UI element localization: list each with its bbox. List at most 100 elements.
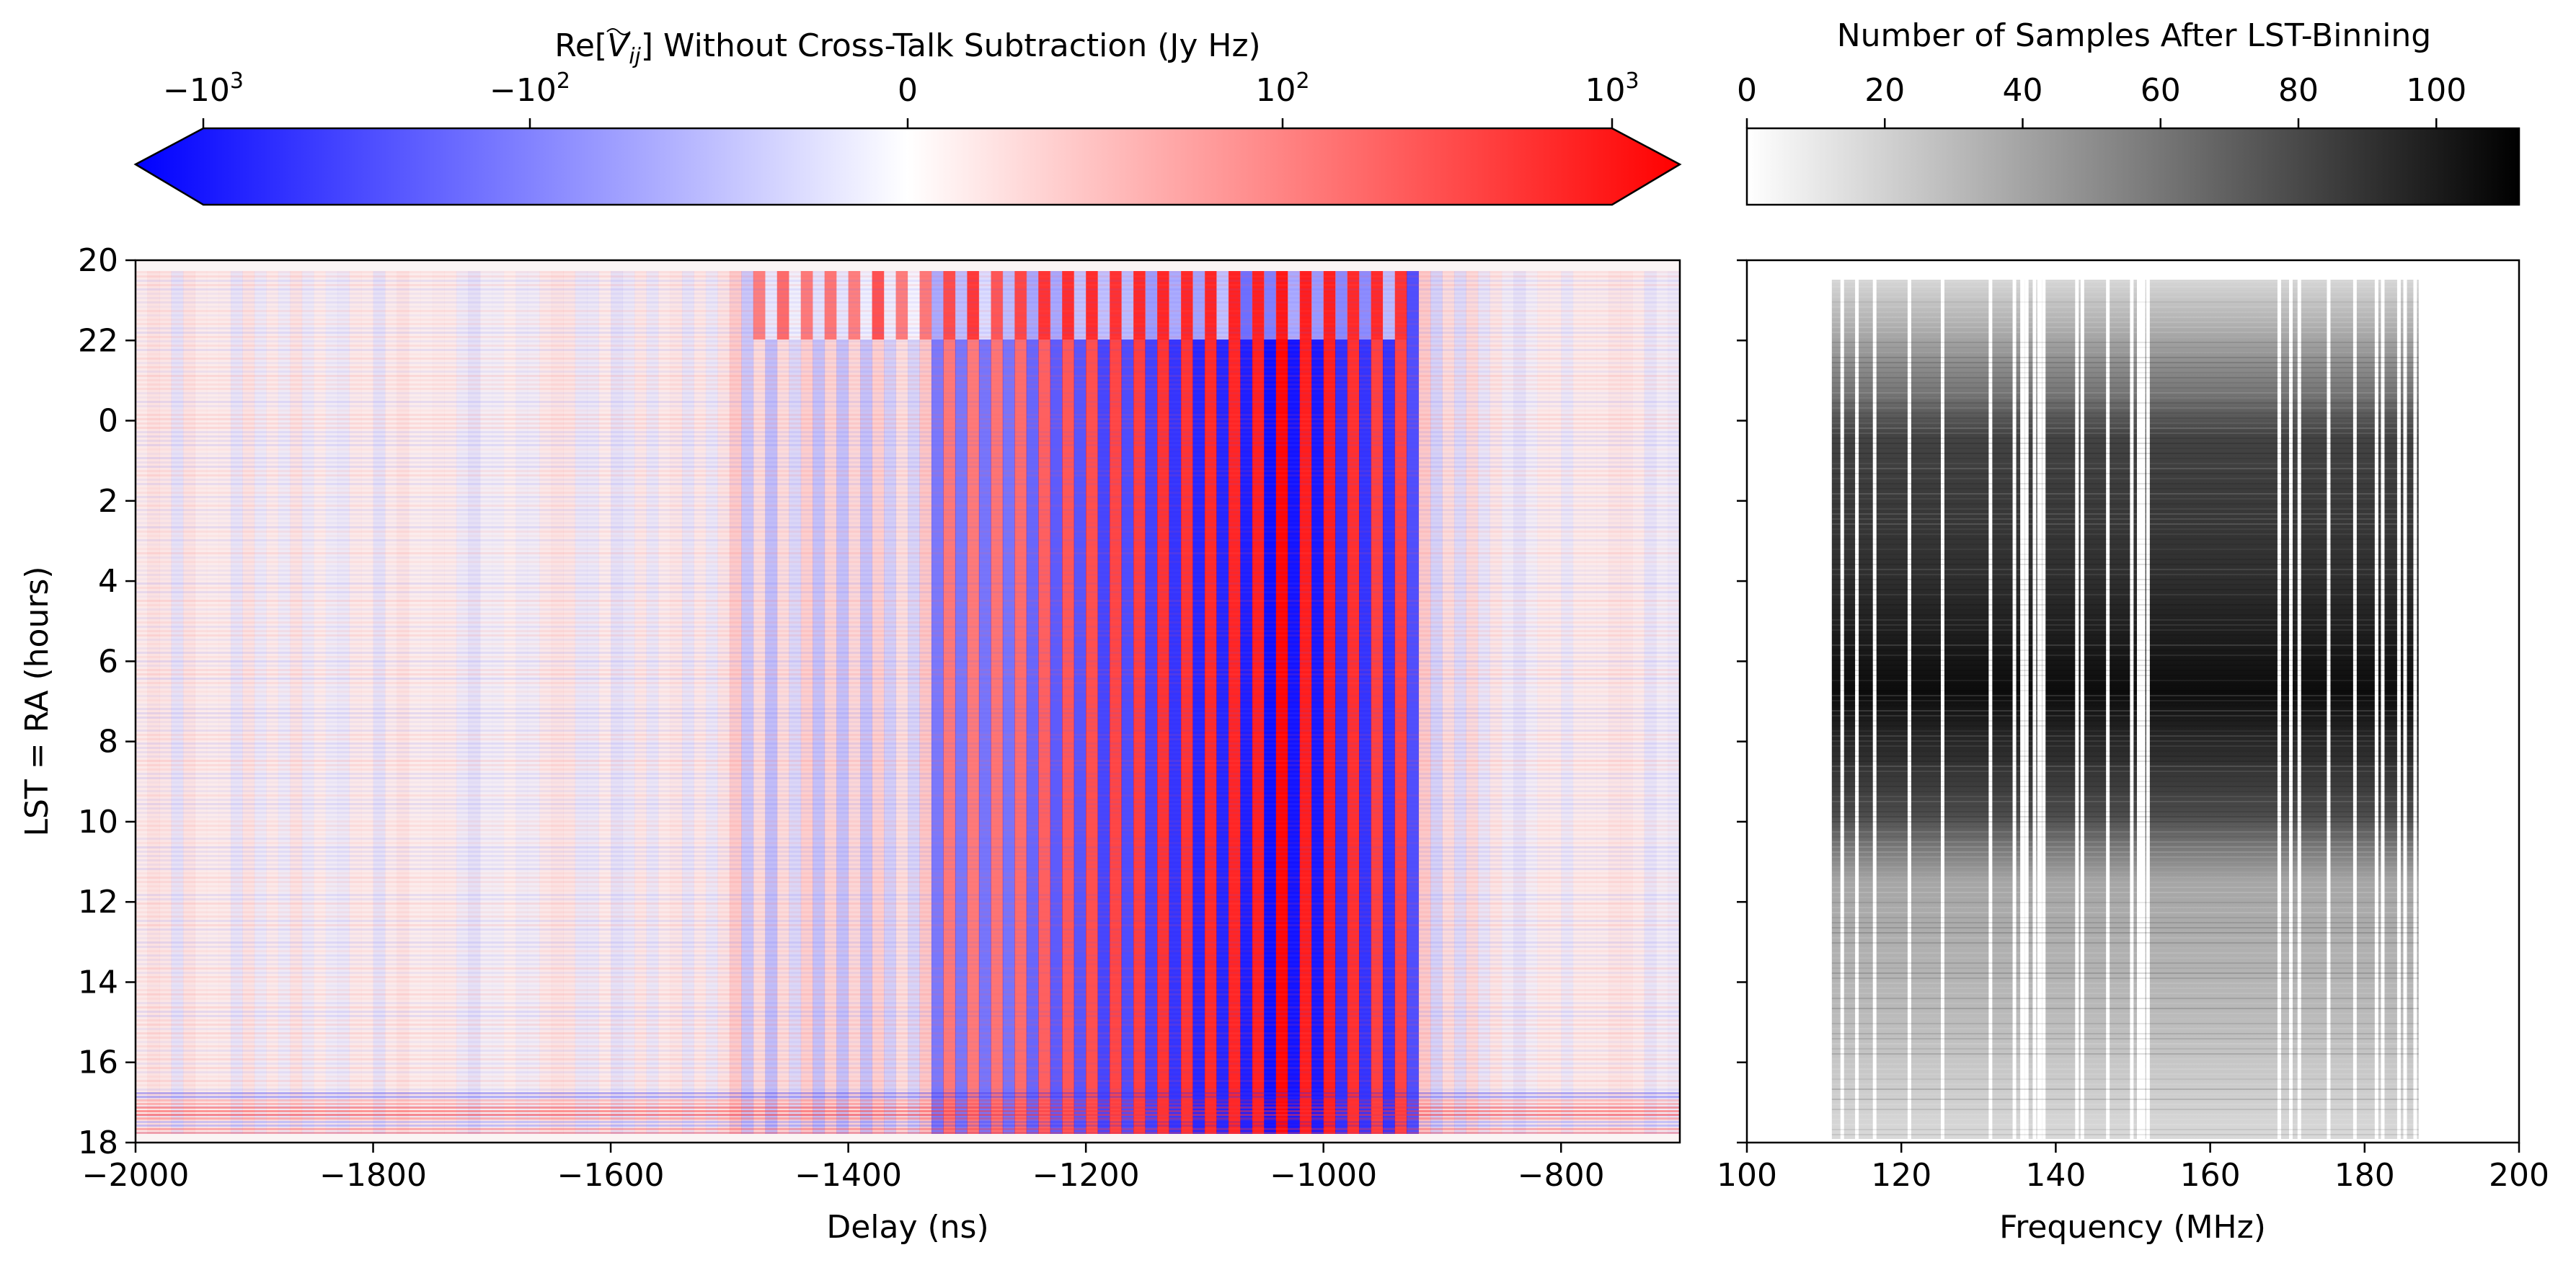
lst-row	[1831, 998, 2419, 999]
delay-stripe	[539, 271, 552, 1134]
lst-row	[1831, 977, 2419, 979]
lst-row	[1831, 569, 2419, 570]
lst-row	[1831, 412, 2419, 414]
left-xlabel: Delay (ns)	[826, 1209, 988, 1246]
lst-row	[1831, 922, 2419, 923]
delay-stripe	[836, 271, 849, 1134]
delay-stripe-top	[1097, 271, 1110, 340]
lst-row	[136, 915, 1680, 918]
delay-stripe	[1418, 271, 1431, 1134]
lst-row	[1831, 488, 2419, 489]
delay-stripe	[1572, 271, 1585, 1134]
lst-row	[136, 1032, 1680, 1034]
delay-stripe-top	[1383, 271, 1396, 340]
lst-row	[1831, 675, 2419, 676]
lst-row	[136, 569, 1680, 572]
lst-row	[1831, 826, 2419, 828]
lst-row	[136, 1045, 1680, 1047]
lst-row	[136, 336, 1680, 338]
lst-row	[1831, 745, 2419, 747]
lst-row	[136, 379, 1680, 381]
delay-stripe	[254, 271, 267, 1134]
lst-row	[136, 327, 1680, 329]
lst-row	[136, 353, 1680, 355]
delay-stripe-top	[860, 271, 873, 340]
delay-stripe-top	[967, 271, 980, 340]
lst-row	[1831, 1028, 2419, 1029]
lst-row-noisy	[136, 1099, 1680, 1101]
lst-row	[136, 1063, 1680, 1065]
lst-row	[1831, 967, 2419, 969]
lst-row	[136, 993, 1680, 996]
right-heatmap-rows	[1831, 281, 2419, 1135]
delay-stripe	[681, 271, 694, 1134]
lst-row	[1831, 1013, 2419, 1014]
delay-stripe	[1038, 271, 1051, 1134]
lst-row	[1831, 892, 2419, 893]
lst-row	[1831, 750, 2419, 752]
lst-row	[1831, 503, 2419, 505]
delay-stripe	[314, 271, 327, 1134]
lst-row	[136, 812, 1680, 814]
lst-row	[1831, 337, 2419, 338]
lst-row	[1831, 594, 2419, 595]
delay-stripe	[551, 271, 564, 1134]
lst-row	[136, 829, 1680, 831]
lst-row	[1831, 498, 2419, 500]
delay-stripe	[776, 271, 789, 1134]
delay-stripe-top	[1204, 271, 1217, 340]
lst-row	[1831, 761, 2419, 762]
lst-row-noisy	[136, 1117, 1680, 1120]
lst-row	[136, 613, 1680, 615]
lst-row	[136, 626, 1680, 628]
delay-stripe-top	[1133, 271, 1146, 340]
lst-row	[136, 522, 1680, 524]
delay-stripe-top	[943, 271, 956, 340]
colorbar-bwr-tick-label: 102	[1255, 68, 1309, 109]
delay-stripe-top	[1335, 271, 1348, 340]
delay-stripe	[1240, 271, 1253, 1134]
left-y-tick-label: 18	[78, 1125, 118, 1161]
lst-row	[1831, 392, 2419, 394]
lst-row	[1831, 634, 2419, 636]
lst-row	[136, 760, 1680, 762]
delay-stripe-top	[1074, 271, 1086, 340]
lst-row	[1831, 841, 2419, 843]
lst-row	[1831, 296, 2419, 298]
left-y-tick-label: 22	[78, 322, 118, 359]
lst-row-noisy	[136, 1110, 1680, 1112]
lst-row	[1831, 316, 2419, 318]
delay-stripe	[587, 271, 600, 1134]
lst-row	[136, 773, 1680, 775]
lst-row	[1831, 1094, 2419, 1095]
lst-row	[1831, 649, 2419, 651]
lst-row	[1831, 1048, 2419, 1050]
lst-row	[136, 349, 1680, 351]
delay-stripe-top	[955, 271, 968, 340]
lst-row	[136, 924, 1680, 926]
delay-stripe-top	[1062, 271, 1075, 340]
lst-row	[1831, 372, 2419, 373]
lst-row	[1831, 861, 2419, 863]
left-heatmap-background	[136, 260, 1680, 1143]
delay-stripe	[800, 271, 813, 1134]
lst-row	[1831, 402, 2419, 404]
lst-row	[136, 1119, 1680, 1121]
lst-row	[1831, 347, 2419, 348]
right-density-block	[1831, 280, 2419, 1139]
lst-row	[136, 487, 1680, 489]
lst-row	[136, 435, 1680, 438]
left-y-tick-label: 12	[78, 884, 118, 921]
lst-row	[1831, 448, 2419, 449]
left-y-tick-label: 16	[78, 1045, 118, 1081]
delay-stripe	[408, 271, 421, 1134]
delay-stripe-top	[931, 271, 944, 340]
lst-row	[136, 358, 1680, 360]
delay-stripe	[1585, 271, 1598, 1134]
flagged-gap	[2140, 274, 2146, 1143]
lst-row	[1831, 1058, 2419, 1060]
delay-stripe	[1062, 271, 1075, 1134]
lst-row	[1831, 377, 2419, 378]
delay-stripe-top	[1252, 271, 1265, 340]
lst-row	[1831, 362, 2419, 363]
